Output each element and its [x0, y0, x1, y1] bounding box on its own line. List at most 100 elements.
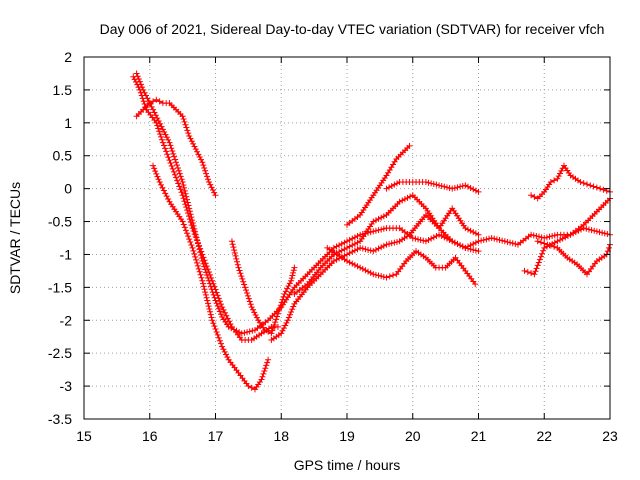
data-point	[338, 240, 345, 247]
data-point	[133, 70, 140, 77]
data-point	[248, 304, 255, 311]
data-point	[265, 328, 272, 335]
data-point	[583, 181, 590, 188]
data-point	[449, 185, 456, 192]
data-point	[499, 237, 506, 244]
data-point	[204, 173, 211, 180]
series-layer	[130, 70, 613, 393]
data-point	[245, 295, 252, 302]
data-point	[346, 250, 353, 257]
data-point	[185, 202, 192, 209]
data-point	[372, 246, 379, 253]
data-point	[177, 173, 184, 180]
data-point	[207, 283, 214, 290]
data-point	[417, 236, 424, 243]
data-point	[181, 118, 188, 125]
data-point	[163, 134, 170, 141]
data-point	[192, 146, 199, 153]
data-point	[260, 370, 267, 377]
data-point	[216, 298, 223, 305]
data-point	[415, 236, 422, 243]
data-point	[349, 242, 356, 249]
data-point	[541, 235, 548, 241]
data-point	[269, 327, 276, 334]
data-point	[211, 189, 218, 196]
data-point	[176, 183, 183, 190]
data-point	[451, 239, 458, 246]
data-point	[251, 309, 258, 316]
data-point	[195, 243, 202, 250]
data-point	[174, 164, 181, 171]
y-tick-label: -1.5	[48, 279, 72, 295]
data-point	[406, 142, 413, 149]
data-point	[412, 235, 419, 242]
data-point	[192, 253, 199, 260]
data-point	[249, 327, 256, 334]
data-point	[564, 233, 571, 240]
data-point	[142, 92, 149, 99]
data-point	[169, 165, 176, 172]
data-point	[234, 261, 241, 268]
data-point	[428, 235, 435, 242]
data-point	[219, 343, 226, 350]
data-point	[391, 239, 398, 246]
data-point	[203, 170, 210, 177]
data-point	[380, 273, 387, 280]
data-point	[380, 225, 387, 232]
data-point	[493, 236, 500, 243]
data-point	[535, 233, 542, 240]
data-point	[233, 255, 240, 262]
data-point	[600, 186, 607, 193]
data-point	[209, 289, 216, 296]
data-point	[390, 272, 397, 279]
data-point	[190, 222, 197, 229]
data-point	[186, 208, 193, 215]
data-point	[274, 323, 281, 330]
data-point	[233, 327, 240, 334]
data-point	[349, 248, 356, 255]
data-point	[530, 232, 537, 239]
data-point	[547, 242, 554, 249]
data-point	[462, 225, 469, 232]
x-tick-label: 20	[405, 428, 421, 444]
data-point	[231, 247, 238, 254]
data-point	[536, 256, 543, 263]
data-point	[273, 316, 280, 323]
data-point	[264, 359, 271, 366]
data-point	[239, 275, 246, 282]
data-point	[496, 236, 503, 243]
data-point	[580, 180, 587, 187]
data-point	[258, 376, 265, 383]
data-point	[279, 327, 286, 334]
data-point	[167, 142, 174, 149]
data-point	[351, 261, 358, 268]
data-point	[430, 181, 437, 188]
data-point	[186, 205, 193, 212]
series-pass-2	[130, 73, 281, 344]
data-point	[462, 182, 469, 189]
series-pass-8	[324, 244, 479, 288]
data-point	[380, 242, 387, 249]
data-point	[156, 98, 163, 105]
data-point	[470, 240, 477, 247]
data-point	[200, 260, 207, 267]
data-point	[284, 285, 291, 292]
data-point	[197, 252, 204, 259]
data-point	[204, 176, 211, 183]
data-point	[540, 247, 547, 254]
data-point	[290, 303, 297, 310]
data-point	[204, 297, 211, 304]
data-point	[357, 244, 364, 251]
data-point	[259, 373, 266, 380]
data-point	[201, 263, 208, 270]
series-pass-13	[534, 238, 613, 278]
data-point	[399, 197, 406, 204]
data-point	[590, 183, 597, 190]
data-point	[190, 140, 197, 147]
data-point	[155, 176, 162, 183]
data-point	[436, 182, 443, 189]
data-point	[184, 127, 191, 134]
data-point	[436, 231, 443, 238]
data-point	[290, 269, 297, 276]
series-pass-10	[383, 179, 482, 195]
